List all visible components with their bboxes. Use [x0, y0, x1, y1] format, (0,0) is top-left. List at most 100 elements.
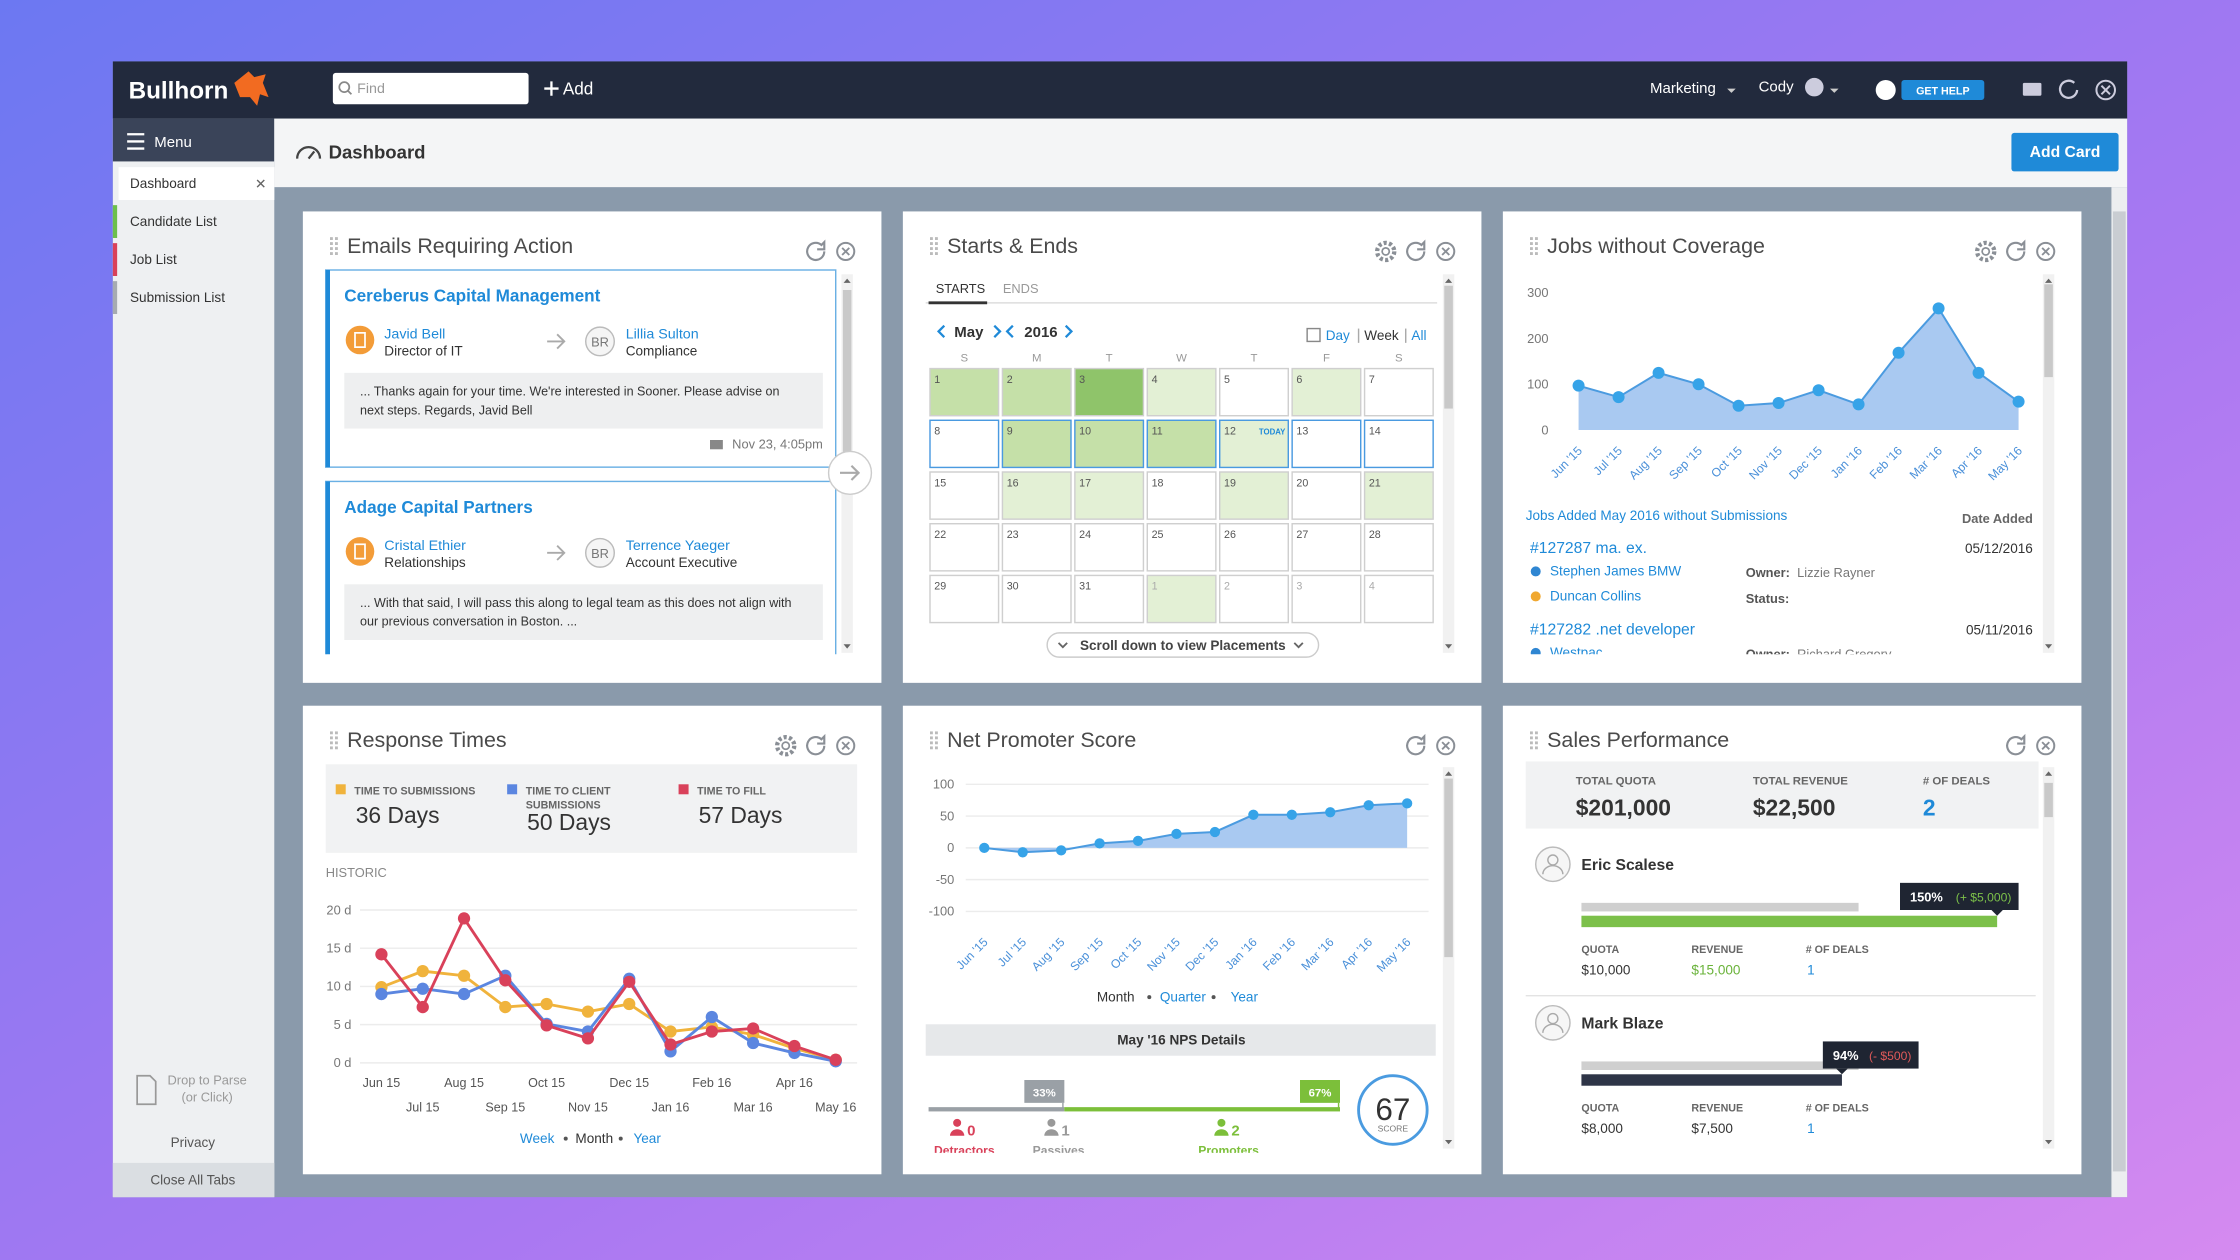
scrollbar-thumb[interactable] — [2044, 284, 2053, 378]
card-close[interactable] — [1436, 241, 1456, 261]
drag-handle[interactable] — [935, 731, 938, 735]
calendar-day[interactable] — [1001, 471, 1072, 520]
calendar-day[interactable] — [1146, 523, 1217, 572]
sidebar-tab[interactable]: Submission List — [130, 290, 225, 305]
drag-handle[interactable] — [330, 237, 333, 240]
active-tab[interactable] — [118, 167, 275, 200]
drag-handle[interactable] — [935, 736, 938, 740]
calendar-day[interactable] — [1001, 574, 1072, 624]
calendar-day[interactable] — [929, 523, 1000, 572]
scrollbar-thumb[interactable] — [1444, 285, 1453, 409]
drag-handle[interactable] — [335, 736, 338, 740]
menu-label[interactable]: Menu — [154, 134, 192, 151]
drag-handle[interactable] — [1535, 237, 1538, 240]
calendar-day[interactable] — [929, 471, 1000, 520]
drag-handle[interactable] — [935, 237, 938, 240]
card-refresh[interactable] — [1406, 733, 1426, 756]
calendar-day[interactable] — [1363, 574, 1434, 624]
card-close[interactable] — [2036, 736, 2056, 756]
card-refresh[interactable] — [806, 239, 826, 262]
card-refresh[interactable] — [2006, 239, 2026, 262]
drag-handle[interactable] — [335, 247, 338, 250]
scroll-up[interactable] — [1445, 771, 1453, 776]
calendar-day[interactable] — [1291, 574, 1362, 624]
scroll-down[interactable] — [1445, 644, 1453, 649]
user-menu[interactable]: Cody — [1759, 78, 1795, 95]
drag-handle[interactable] — [935, 252, 938, 255]
card-settings[interactable] — [1975, 240, 1997, 263]
scrollbar[interactable] — [2042, 274, 2055, 653]
drag-handle[interactable] — [1530, 746, 1533, 750]
drag-handle[interactable] — [930, 741, 933, 745]
card-close[interactable] — [836, 736, 856, 756]
scrollbar-thumb[interactable] — [842, 290, 852, 455]
refresh-icon[interactable] — [2058, 79, 2079, 99]
calendar-day[interactable] — [1146, 574, 1217, 624]
calendar-day[interactable] — [1146, 367, 1217, 417]
drag-handle[interactable] — [930, 247, 933, 250]
drag-handle[interactable] — [930, 731, 933, 735]
calendar-day[interactable] — [1363, 471, 1434, 520]
card-close[interactable] — [836, 241, 856, 261]
calendar-day[interactable] — [1074, 471, 1145, 520]
contact-name[interactable]: Duncan Collins — [1550, 589, 1641, 604]
privacy-link[interactable]: Privacy — [171, 1135, 216, 1150]
scrollbar-thumb[interactable] — [2044, 782, 2053, 818]
drag-handle[interactable] — [335, 252, 338, 255]
calendar-day[interactable] — [1001, 367, 1072, 417]
calendar-day[interactable] — [1218, 574, 1289, 624]
calendar-day[interactable] — [1146, 471, 1217, 520]
drag-handle[interactable] — [1530, 242, 1533, 245]
drag-handle[interactable] — [330, 736, 333, 740]
drag-handle[interactable] — [330, 731, 333, 735]
drag-handle[interactable] — [930, 242, 933, 245]
job-title[interactable]: #127282 .net developer — [1530, 621, 1695, 638]
calendar-day[interactable] — [1001, 419, 1072, 469]
calendar-day[interactable] — [1001, 523, 1072, 572]
drag-handle[interactable] — [935, 247, 938, 250]
card-settings[interactable] — [1375, 240, 1397, 263]
drag-handle[interactable] — [330, 741, 333, 745]
drag-handle[interactable] — [1535, 731, 1538, 735]
period-link[interactable]: Year — [633, 1131, 661, 1146]
drag-handle[interactable] — [1530, 252, 1533, 255]
drag-handle[interactable] — [330, 746, 333, 750]
drag-handle[interactable] — [1530, 731, 1533, 735]
card-refresh[interactable] — [1406, 239, 1426, 262]
email-company[interactable]: Cereberus Capital Management — [344, 285, 600, 305]
prev-month[interactable] — [936, 324, 946, 338]
calendar-day[interactable] — [929, 419, 1000, 469]
scroll-down[interactable] — [1445, 1140, 1453, 1145]
email-item[interactable] — [325, 269, 837, 468]
recipient-name[interactable]: Lillia Sulton — [626, 327, 699, 343]
scroll-down[interactable] — [843, 644, 851, 649]
drag-handle[interactable] — [335, 237, 338, 240]
contact-name[interactable]: Stephen James BMW — [1550, 564, 1681, 579]
card-close[interactable] — [1436, 736, 1456, 756]
calendar-day[interactable] — [1291, 523, 1362, 572]
sidebar-tab[interactable]: Candidate List — [130, 214, 217, 229]
calendar-day[interactable] — [1218, 471, 1289, 520]
contact-name[interactable]: Westpac — [1550, 645, 1603, 660]
drag-handle[interactable] — [1535, 242, 1538, 245]
print-icon[interactable] — [2022, 82, 2042, 96]
job-title[interactable]: #127287 ma. ex. — [1530, 540, 1647, 557]
close-all-bar[interactable] — [112, 1162, 275, 1198]
card-close[interactable] — [2036, 241, 2056, 261]
prev-year[interactable] — [1005, 324, 1014, 338]
card-refresh[interactable] — [2006, 733, 2026, 756]
calendar-tab[interactable]: ENDS — [1003, 281, 1039, 296]
calendar-day[interactable] — [1291, 367, 1362, 417]
card-refresh[interactable] — [806, 733, 826, 756]
period-link[interactable]: Quarter — [1160, 989, 1206, 1004]
drag-handle[interactable] — [935, 746, 938, 750]
drag-handle[interactable] — [930, 252, 933, 255]
sender-name[interactable]: Javid Bell — [384, 327, 445, 343]
calendar-view[interactable]: Week — [1364, 328, 1399, 343]
drag-handle[interactable] — [1530, 736, 1533, 740]
drag-handle[interactable] — [1535, 247, 1538, 250]
calendar-view[interactable]: All — [1411, 328, 1426, 343]
search-box[interactable] — [332, 72, 529, 105]
calendar-day[interactable] — [1218, 367, 1289, 417]
calendar-day[interactable] — [1363, 367, 1434, 417]
